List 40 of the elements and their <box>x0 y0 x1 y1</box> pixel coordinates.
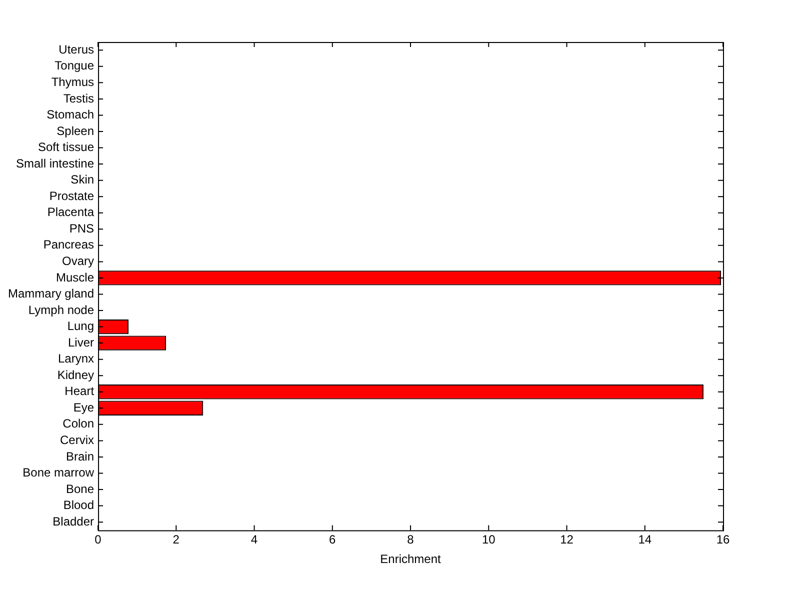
y-tick-label: Eye <box>73 400 94 414</box>
y-tick-label: Larynx <box>58 352 94 366</box>
y-tick-label: Ovary <box>62 254 94 268</box>
y-tick-label: Lymph node <box>28 302 94 317</box>
y-tick-label: Liver <box>68 335 94 350</box>
x-tick-label: 0 <box>94 532 102 547</box>
y-tick-label: Uterus <box>58 42 94 56</box>
y-tick-label: PNS <box>69 221 94 236</box>
y-tick-label: Brain <box>66 449 94 464</box>
y-tick-label: Muscle <box>56 270 94 284</box>
x-tick-label: 2 <box>172 532 180 547</box>
y-tick-label: Blood <box>63 498 94 512</box>
y-tick-label: Mammary gland <box>8 286 94 301</box>
y-tick-label: Heart <box>64 384 95 398</box>
x-tick-label: 10 <box>482 532 496 547</box>
y-tick-label: Small intestine <box>16 156 94 170</box>
y-tick-label: Stomach <box>46 108 94 122</box>
y-tick-label: Placenta <box>47 205 94 220</box>
y-tick-label: Thymus <box>51 74 94 89</box>
x-tick-label: 12 <box>560 532 574 547</box>
y-tick-label: Pancreas <box>43 238 94 252</box>
y-tick-label: Bone marrow <box>22 466 94 480</box>
y-tick-label: Colon <box>62 416 94 431</box>
y-tick-label: Bone <box>66 482 94 496</box>
y-tick-label: Skin <box>70 172 94 187</box>
x-tick-label: 8 <box>407 532 414 547</box>
y-tick-label: Testis <box>63 91 94 106</box>
y-tick-label: Kidney <box>57 368 94 382</box>
y-tick-label: Tongue <box>54 58 94 73</box>
y-tick-label: Spleen <box>56 124 94 138</box>
y-tick-label: Prostate <box>49 188 94 203</box>
y-tick-label: Lung <box>67 319 94 334</box>
y-tick-label: Cervix <box>60 433 94 448</box>
x-tick-label: 6 <box>329 532 336 547</box>
x-tick-label: 4 <box>250 532 258 547</box>
x-tick-label: 14 <box>638 532 652 547</box>
y-tick-label: Bladder <box>52 514 94 528</box>
x-tick-label: 16 <box>716 532 730 547</box>
y-tick-label: Soft tissue <box>38 140 94 154</box>
x-axis-title: Enrichment <box>380 552 442 566</box>
